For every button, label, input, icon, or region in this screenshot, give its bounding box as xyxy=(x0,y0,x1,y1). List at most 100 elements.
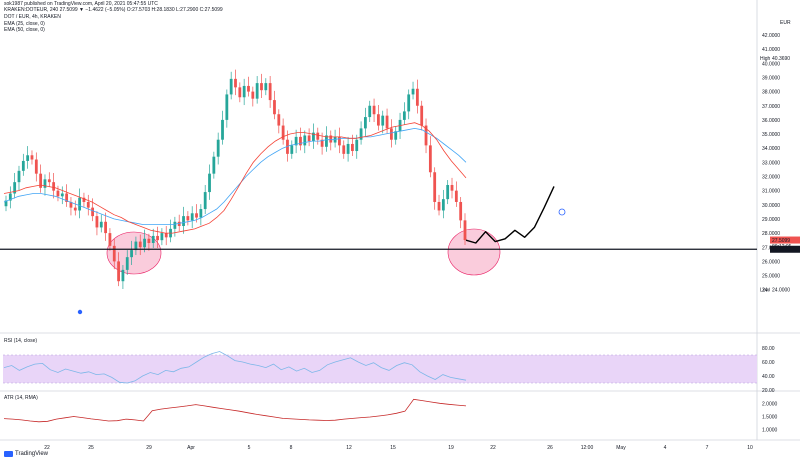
candle-body xyxy=(134,241,138,251)
candle-body xyxy=(112,245,116,262)
high-value-label-bg xyxy=(770,54,800,62)
candle-body xyxy=(281,125,285,140)
candle-body xyxy=(8,193,12,201)
x-tick-label: 10 xyxy=(747,445,753,451)
candle-body xyxy=(260,83,263,91)
candle-body xyxy=(13,182,17,194)
candle-body xyxy=(242,85,246,98)
x-tick-label: 15 xyxy=(390,445,396,451)
atr-legend: ATR (14, RMA) xyxy=(4,395,38,401)
candle-body xyxy=(316,132,320,140)
candle-body xyxy=(225,94,229,120)
candle-body xyxy=(450,184,454,191)
y-tick-label: 38.0000 xyxy=(762,90,780,96)
candle-body xyxy=(229,78,233,95)
atr-y-tick: 2.0000 xyxy=(762,401,778,407)
support-price-label-bg xyxy=(770,245,800,253)
candle-body xyxy=(364,117,367,129)
currency-label: EUR xyxy=(780,20,791,26)
candle-body xyxy=(4,200,8,207)
x-tick-label: 12 xyxy=(346,445,352,451)
tradingview-logo[interactable]: TradingView xyxy=(4,451,48,457)
y-tick-label: 28.0000 xyxy=(762,231,780,237)
candle-body xyxy=(255,83,259,99)
candle-body xyxy=(459,201,463,221)
candle-body xyxy=(368,105,372,118)
candle-body xyxy=(351,143,354,152)
candle-body xyxy=(273,100,276,115)
candle-body xyxy=(389,128,393,140)
candle-body xyxy=(160,233,164,241)
candle-body xyxy=(303,135,307,146)
candle-body xyxy=(47,179,51,183)
highlight-circle xyxy=(447,228,501,276)
candle-body xyxy=(182,216,185,227)
ohlc-line: KRAKEN:DOTEUR, 240 27.5099 ▼ −1.4622 (−5… xyxy=(4,7,223,13)
candle-body xyxy=(454,190,458,202)
tradingview-logo-icon xyxy=(4,451,13,457)
candle-body xyxy=(82,197,86,202)
candle-body xyxy=(147,238,151,244)
x-tick-label: 29 xyxy=(146,445,152,451)
candle-body xyxy=(52,182,56,191)
y-tick-label: 41.0000 xyxy=(762,47,780,53)
rsi-band xyxy=(3,355,757,383)
y-tick-label: 25.0000 xyxy=(762,274,780,280)
candle-body xyxy=(221,119,224,140)
atr-y-tick: 1.5000 xyxy=(762,415,778,421)
support-price-label: 26.8576 xyxy=(772,247,790,253)
candle-body xyxy=(108,233,112,246)
published-line: sok1987 published on TradingView.com, Ap… xyxy=(4,1,158,7)
candle-body xyxy=(91,207,95,217)
candle-body xyxy=(342,145,346,154)
candle-body xyxy=(446,184,450,200)
candle-body xyxy=(39,173,43,188)
candle-body xyxy=(381,115,385,126)
ema25-legend: EMA (25, close, 0) xyxy=(4,21,45,27)
x-tick-label: 22 xyxy=(490,445,496,451)
candle-body xyxy=(164,233,168,238)
candle-body xyxy=(60,193,64,197)
candle-body xyxy=(251,91,255,99)
rsi-y-tick: 20.00 xyxy=(762,388,775,394)
candle-body xyxy=(346,143,350,154)
candle-body xyxy=(307,135,311,142)
candle-body xyxy=(190,213,194,221)
atr-line xyxy=(3,398,467,423)
y-tick-label: 32.0000 xyxy=(762,175,780,181)
candle-body xyxy=(268,83,272,101)
y-tick-label: 26.0000 xyxy=(762,259,780,265)
low-text-label: Low xyxy=(760,288,770,294)
atr-y-tick: 1.0000 xyxy=(762,428,778,434)
candle-body xyxy=(104,221,107,234)
candle-body xyxy=(437,201,441,211)
x-tick-label: 19 xyxy=(448,445,454,451)
candle-body xyxy=(424,125,428,146)
x-tick-label: 8 xyxy=(290,445,293,451)
x-tick-label: 5 xyxy=(248,445,251,451)
candle-body xyxy=(299,136,302,146)
candle-body xyxy=(73,207,77,211)
ema50-legend: EMA (50, close, 0) xyxy=(4,27,45,33)
candle-body xyxy=(359,128,363,140)
candle-body xyxy=(402,111,406,120)
candle-body xyxy=(203,192,207,210)
candle-body xyxy=(199,209,203,218)
y-tick-label: 40.0000 xyxy=(762,61,780,67)
x-tick-label: 4 xyxy=(664,445,667,451)
projection-drawing xyxy=(465,186,555,244)
x-tick-label: 22 xyxy=(44,445,50,451)
y-tick-label: 31.0000 xyxy=(762,189,780,195)
candle-body xyxy=(428,145,432,173)
idea-marker-icon xyxy=(558,208,566,216)
chart-title: DOT / EUR, 4h, KRAKEN xyxy=(4,14,61,20)
low-value-label: 24.0000 xyxy=(772,288,790,294)
candle-body xyxy=(86,201,90,208)
candle-body xyxy=(195,213,198,218)
candle-body xyxy=(294,136,298,146)
last-price-label: 27.5099 xyxy=(772,238,790,244)
candle-body xyxy=(433,172,437,202)
candle-body xyxy=(277,114,281,126)
tradingview-logo-text: TradingView xyxy=(15,451,49,457)
